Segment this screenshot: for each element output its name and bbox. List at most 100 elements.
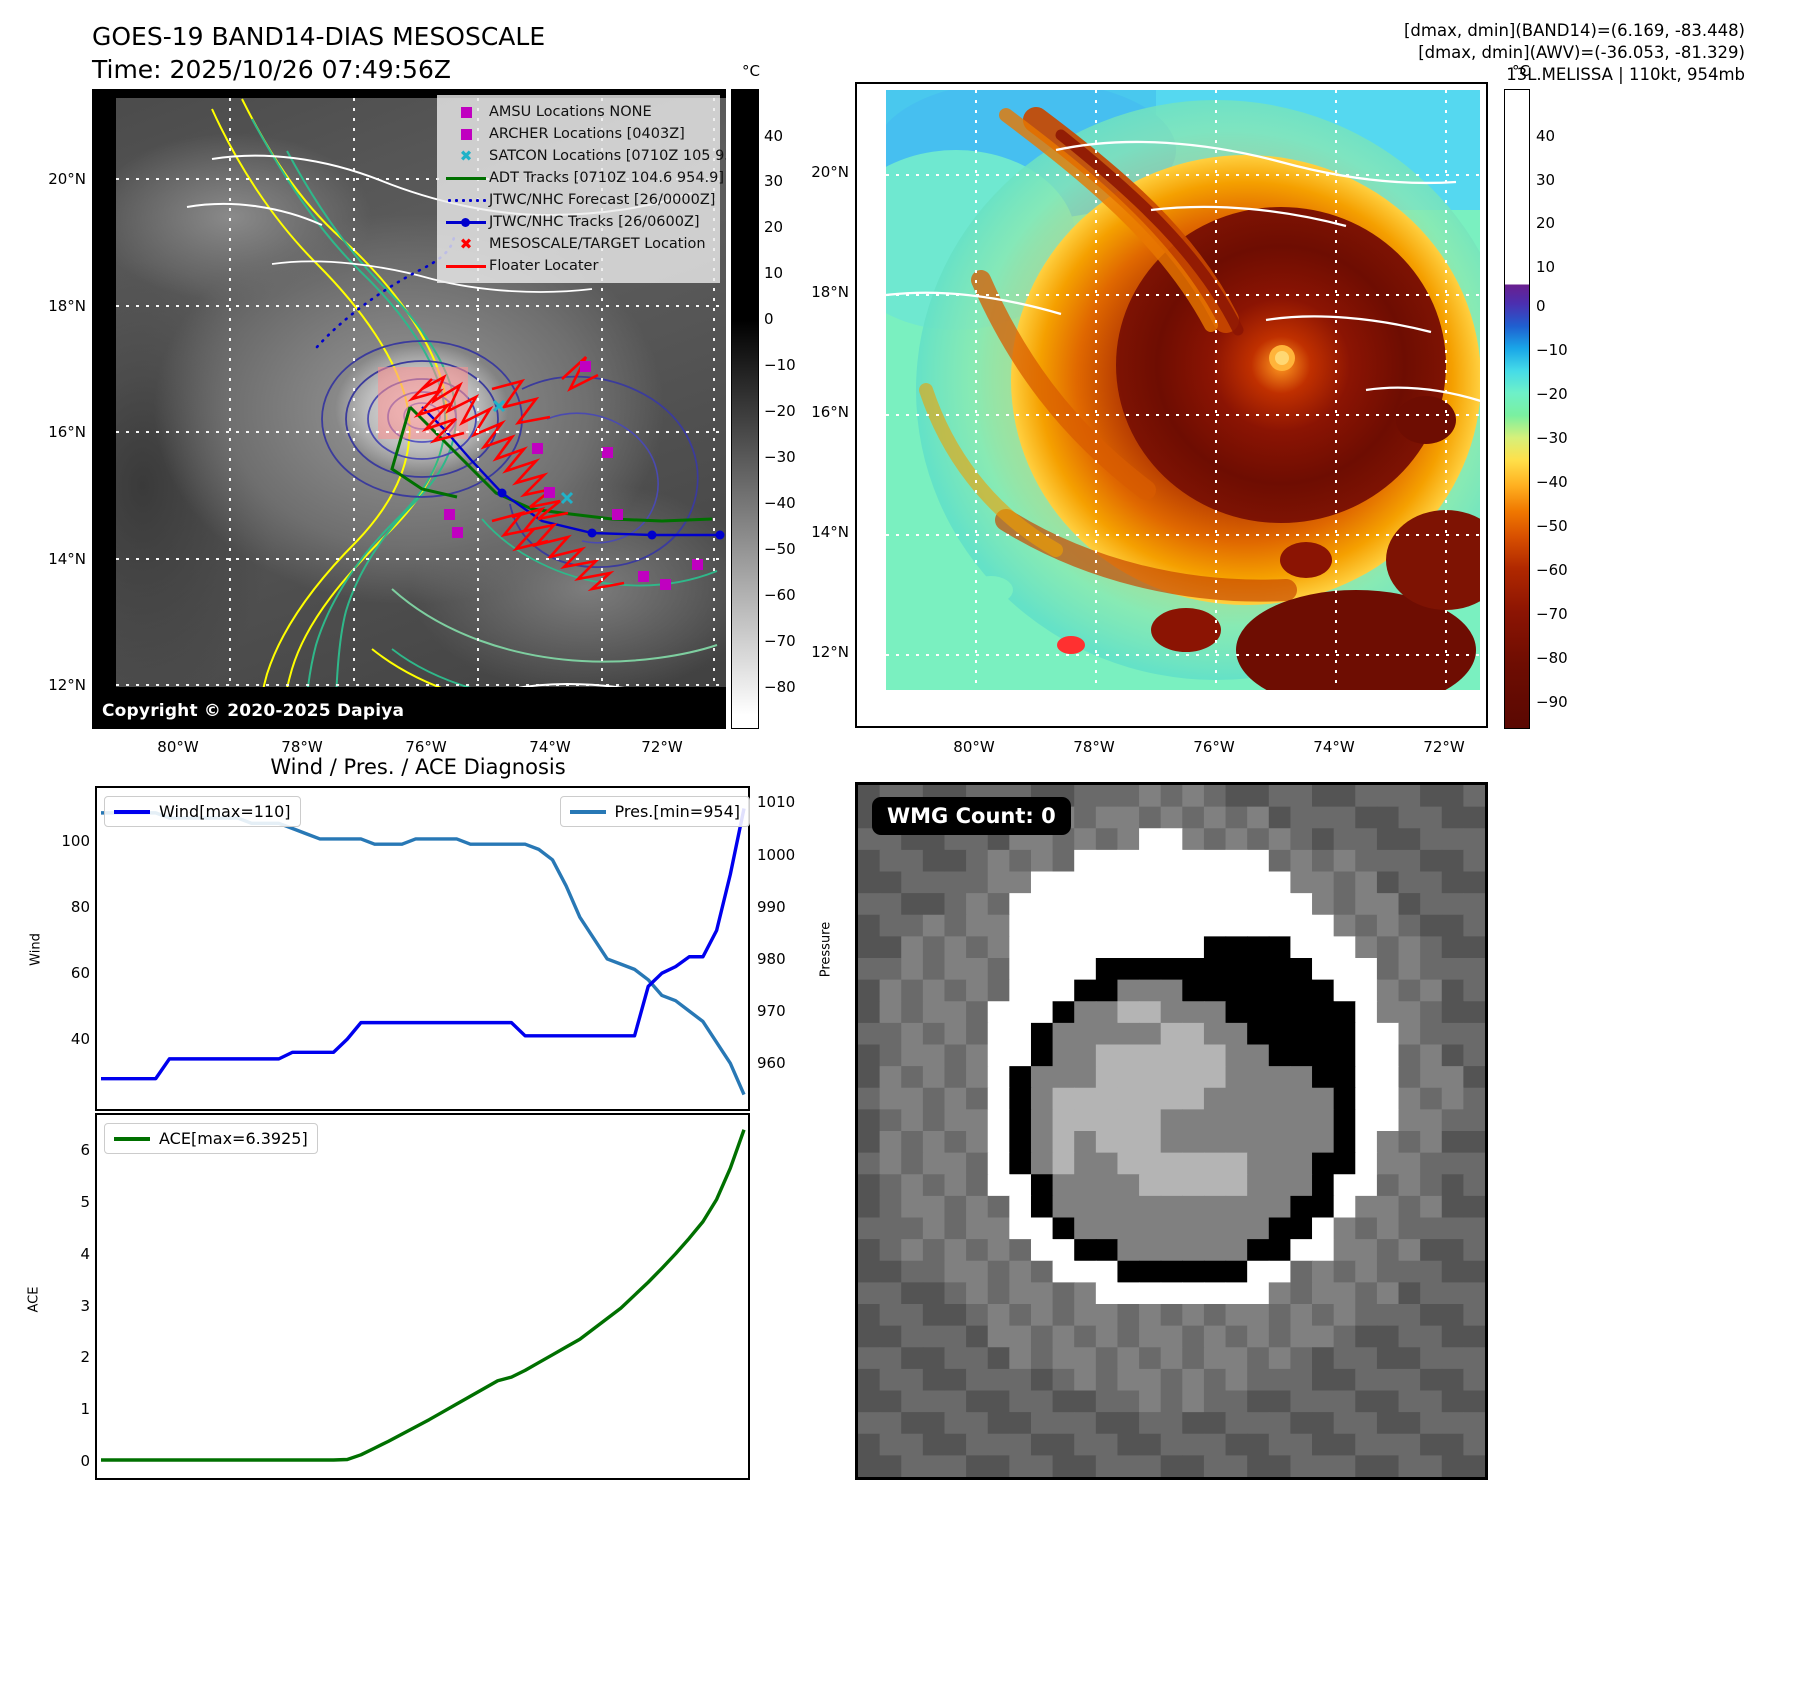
cb-tick: −80 xyxy=(764,678,796,696)
cb-tick: −70 xyxy=(1536,605,1568,623)
legend-label: SATCON Locations [0710Z 105 956] xyxy=(489,147,726,164)
line-icon xyxy=(569,809,606,814)
cb-tick: 0 xyxy=(764,310,774,328)
lat-label: 18°N xyxy=(811,283,849,301)
legend-item-mesoscale-target[interactable]: ✖ MESOSCALE/TARGET Location xyxy=(443,233,712,255)
square-icon xyxy=(443,106,489,118)
lat-label: 16°N xyxy=(48,423,86,441)
wind-pressure-plot-area xyxy=(101,808,746,1096)
cb-tick: 20 xyxy=(1536,214,1556,232)
lat-label: 16°N xyxy=(811,403,849,421)
dmax-dmin-awv: [dmax, dmin](AWV)=(-36.053, -81.329) xyxy=(1418,43,1745,62)
legend-item-jtwc-tracks[interactable]: JTWC/NHC Tracks [26/0600Z] xyxy=(443,211,712,233)
ace-chart[interactable] xyxy=(95,1113,750,1480)
lon-label: 76°W xyxy=(405,738,447,756)
line-icon xyxy=(114,1136,150,1141)
axis-tick-label: 80 xyxy=(70,898,90,917)
axis-tick-label: 0 xyxy=(80,1452,90,1470)
lat-label: 18°N xyxy=(48,297,86,315)
legend-item-archer[interactable]: ARCHER Locations [0403Z] xyxy=(443,123,712,145)
cb-tick: −80 xyxy=(1536,649,1568,667)
cb-tick: 20 xyxy=(764,218,784,236)
ir-satellite-map[interactable]: Copyright © 2020-2025 Dapiya AMSU Locati… xyxy=(92,89,726,729)
top-right-header: [dmax, dmin](BAND14)=(6.169, -83.448) [d… xyxy=(1404,20,1745,86)
cb-tick: −40 xyxy=(764,494,796,512)
axis-tick-label: 60 xyxy=(70,964,90,983)
cb-tick: 30 xyxy=(1536,171,1556,189)
cb-tick: −10 xyxy=(1536,341,1568,359)
lon-label: 72°W xyxy=(641,738,683,756)
axis-tick-label: 980 xyxy=(757,949,786,968)
storm-summary: 13L.MELISSA | 110kt, 954mb xyxy=(1506,65,1745,84)
pressure-legend[interactable]: Pres.[min=954] xyxy=(559,796,750,827)
x-mark-icon: ✖ xyxy=(459,146,473,165)
pressure-legend-label: Pres.[min=954] xyxy=(614,802,740,821)
copyright-notice: Copyright © 2020-2025 Dapiya xyxy=(102,701,405,721)
lat-label: 12°N xyxy=(811,643,849,661)
axis-tick-label: 6 xyxy=(80,1141,90,1160)
cb-tick: −60 xyxy=(764,586,796,604)
axis-tick-label: 2 xyxy=(80,1348,90,1367)
legend-item-satcon[interactable]: ✖ SATCON Locations [0710Z 105 956] xyxy=(443,145,726,167)
cb-tick: −60 xyxy=(1536,561,1568,579)
wmg-panel[interactable]: WMG Count: 0 xyxy=(855,782,1488,1480)
dotted-line-icon xyxy=(443,198,489,202)
legend-item-floater-locater[interactable]: Floater Locater xyxy=(443,255,712,277)
axis-tick-label: 1000 xyxy=(757,845,796,864)
wind-y-tick-labels: 40 60 80 100 xyxy=(48,786,90,1111)
axis-tick-label: 960 xyxy=(757,1054,786,1073)
lon-label: 78°W xyxy=(1073,738,1115,756)
axis-tick-label: 1 xyxy=(80,1400,90,1419)
legend-label: MESOSCALE/TARGET Location xyxy=(489,235,706,252)
wind-legend[interactable]: Wind[max=110] xyxy=(104,796,301,827)
legend-item-adt-tracks[interactable]: ADT Tracks [0710Z 104.6 954.9] xyxy=(443,167,724,189)
wmg-quantized-imagery xyxy=(858,785,1485,1477)
map-left-border xyxy=(92,89,116,729)
map-legend: AMSU Locations NONE ARCHER Locations [04… xyxy=(437,95,726,283)
diagnosis-chart-title: Wind / Pres. / ACE Diagnosis xyxy=(270,755,566,779)
legend-item-amsu[interactable]: AMSU Locations NONE xyxy=(443,101,712,123)
ace-axis-label: ACE xyxy=(26,1286,42,1313)
line-icon xyxy=(443,264,489,268)
axis-tick-label: 990 xyxy=(757,897,786,916)
line-marker-icon xyxy=(443,217,489,227)
legend-label: AMSU Locations NONE xyxy=(489,103,652,120)
lon-label: 80°W xyxy=(953,738,995,756)
lat-label: 20°N xyxy=(48,170,86,188)
lat-label: 12°N xyxy=(48,676,86,694)
enhanced-ir-imagery xyxy=(886,90,1480,690)
lon-label: 78°W xyxy=(281,738,323,756)
enhanced-ir-panel[interactable] xyxy=(855,82,1488,728)
wind-pressure-chart[interactable] xyxy=(95,786,750,1111)
lon-label: 74°W xyxy=(529,738,571,756)
pressure-y-tick-labels: 960 970 980 990 1000 1010 xyxy=(757,786,817,1111)
cb-tick: −30 xyxy=(764,448,796,466)
map-overlay-vectors xyxy=(116,98,726,729)
ace-legend-label: ACE[max=6.3925] xyxy=(159,1129,308,1148)
wind-legend-label: Wind[max=110] xyxy=(159,802,291,821)
axis-tick-label: 40 xyxy=(70,1030,90,1049)
legend-label: JTWC/NHC Tracks [26/0600Z] xyxy=(489,213,700,230)
wmg-count-badge: WMG Count: 0 xyxy=(872,797,1071,835)
cb-tick: −20 xyxy=(1536,385,1568,403)
ace-plot-area xyxy=(101,1129,746,1462)
dmax-dmin-band14: [dmax, dmin](BAND14)=(6.169, -83.448) xyxy=(1403,21,1745,40)
legend-label: ARCHER Locations [0403Z] xyxy=(489,125,685,142)
lat-label: 14°N xyxy=(811,523,849,541)
axis-tick-label: 100 xyxy=(61,832,90,851)
legend-item-jtwc-forecast[interactable]: JTWC/NHC Forecast [26/0000Z] xyxy=(443,189,715,211)
ir-colorbar xyxy=(731,89,759,729)
cb-tick: −50 xyxy=(1536,517,1568,535)
enhanced-ir-canvas xyxy=(886,90,1480,690)
axis-tick-label: 3 xyxy=(80,1296,90,1315)
cb-tick: 40 xyxy=(764,127,784,145)
title-line-1: GOES-19 BAND14-DIAS MESOSCALE xyxy=(92,22,546,51)
colorbar-title: °C xyxy=(1512,62,1530,80)
x-mark-icon: ✖ xyxy=(459,234,473,253)
cb-tick: −20 xyxy=(764,402,796,420)
cb-tick: 30 xyxy=(764,172,784,190)
enhanced-ir-colorbar xyxy=(1504,89,1530,729)
cb-tick: −90 xyxy=(1536,693,1568,711)
line-icon xyxy=(443,176,489,180)
ace-legend[interactable]: ACE[max=6.3925] xyxy=(104,1123,318,1154)
